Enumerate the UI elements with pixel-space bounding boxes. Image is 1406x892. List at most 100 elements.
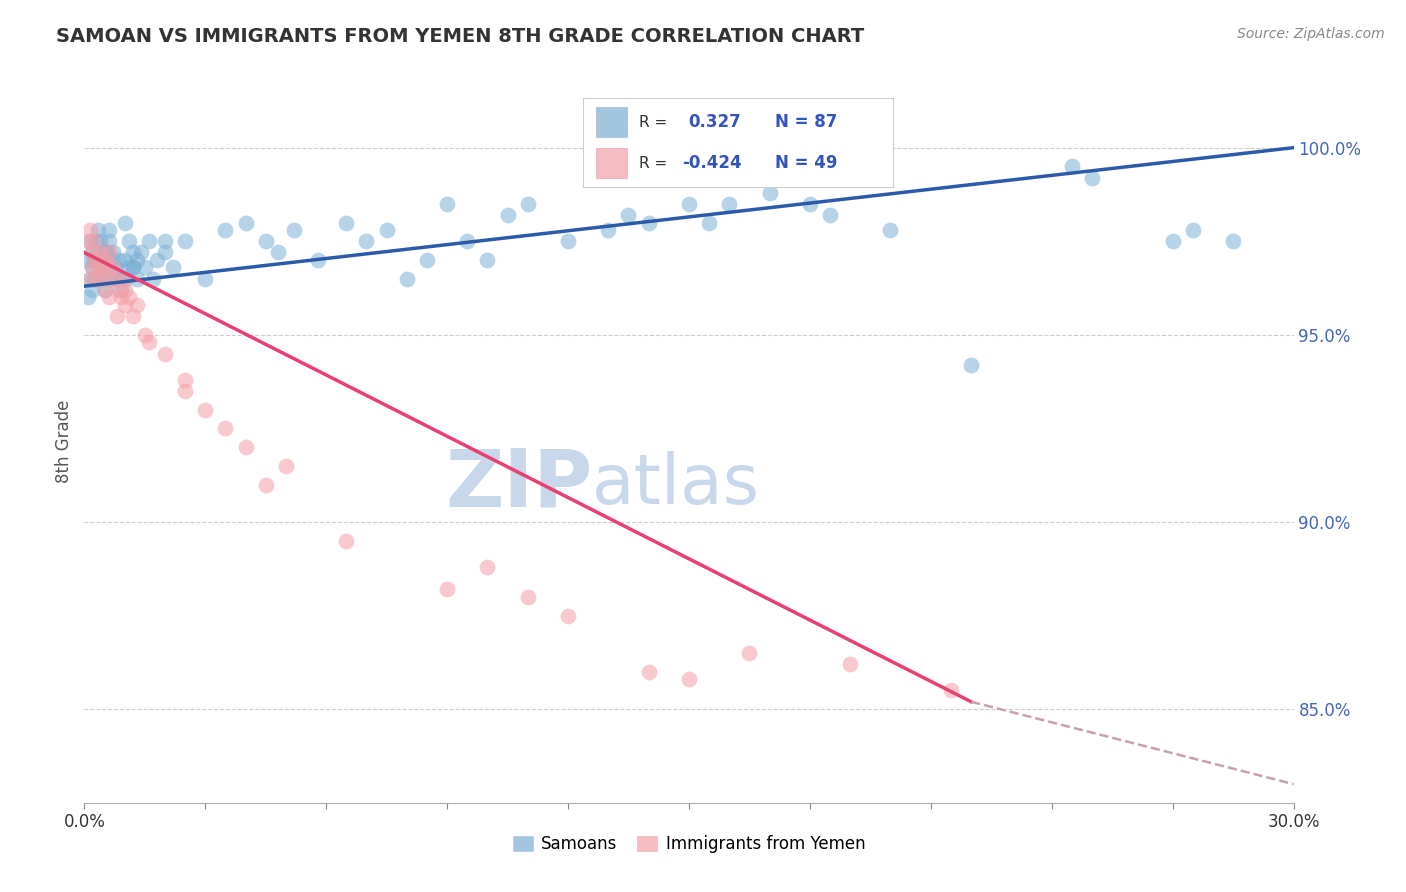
Point [134,260,156,275]
Point [1181,223,1204,237]
Point [96,245,118,260]
Point [86,252,108,267]
Point [335,533,357,548]
Point [516,196,538,211]
Point [89,252,111,267]
Text: N = 49: N = 49 [775,154,838,172]
Point [557,234,579,248]
Point [153,245,176,260]
Point [375,223,398,237]
Point [254,477,277,491]
Point [496,208,519,222]
Point [97,290,120,304]
Point [142,271,165,285]
Point [114,298,136,312]
Point [105,309,128,323]
Point [110,271,132,285]
Point [77,252,100,267]
Point [121,260,143,275]
Point [283,223,305,237]
Point [91,260,114,275]
Text: N = 87: N = 87 [775,113,838,131]
Point [235,215,257,229]
Point [1222,234,1244,248]
Point [818,208,841,222]
Point [477,252,499,267]
Point [799,196,821,211]
Point [125,252,148,267]
Point [77,290,100,304]
Point [738,646,761,660]
Point [100,271,122,285]
Point [118,234,141,248]
Point [125,298,148,312]
Point [86,271,108,285]
Point [758,186,780,200]
Point [477,560,499,574]
Point [637,215,659,229]
Point [879,223,901,237]
Point [110,290,132,304]
Point [121,309,143,323]
Point [214,223,236,237]
Point [101,260,124,275]
Point [83,271,105,285]
Point [89,260,111,275]
Point [335,215,357,229]
Point [697,215,720,229]
Point [617,208,640,222]
Point [194,402,217,417]
Point [91,271,114,285]
Point [82,283,104,297]
Legend: Samoans, Immigrants from Yemen: Samoans, Immigrants from Yemen [506,828,872,860]
Point [516,590,538,604]
Point [87,245,110,260]
Point [174,384,197,398]
Point [77,234,100,248]
Point [138,335,160,350]
Point [97,260,120,275]
Point [153,346,176,360]
Point [91,252,114,267]
Point [307,252,329,267]
Point [86,234,108,248]
Point [104,271,127,285]
Point [107,283,129,297]
Point [110,283,132,297]
Point [87,223,110,237]
Point [114,252,136,267]
Point [86,252,108,267]
Point [598,223,620,237]
Point [105,271,128,285]
Point [97,245,120,260]
Point [79,223,101,237]
Point [162,260,184,275]
Point [436,196,458,211]
Point [83,252,105,267]
Point [83,234,105,248]
Text: atlas: atlas [592,451,761,518]
Point [82,245,104,260]
Point [101,245,124,260]
Point [82,260,104,275]
Point [93,283,115,297]
Point [960,358,983,372]
Text: SAMOAN VS IMMIGRANTS FROM YEMEN 8TH GRADE CORRELATION CHART: SAMOAN VS IMMIGRANTS FROM YEMEN 8TH GRAD… [56,27,865,45]
Point [839,657,862,672]
Point [87,260,110,275]
Bar [596,107,627,137]
Point [93,283,115,297]
Point [557,608,579,623]
Point [97,223,120,237]
Point [93,245,115,260]
Text: R =: R = [640,115,668,129]
Point [114,271,136,285]
Point [96,260,118,275]
Point [89,234,111,248]
Point [678,196,700,211]
Point [79,271,101,285]
Text: -0.424: -0.424 [682,154,742,172]
Point [718,196,741,211]
Point [79,234,101,248]
Point [456,234,478,248]
